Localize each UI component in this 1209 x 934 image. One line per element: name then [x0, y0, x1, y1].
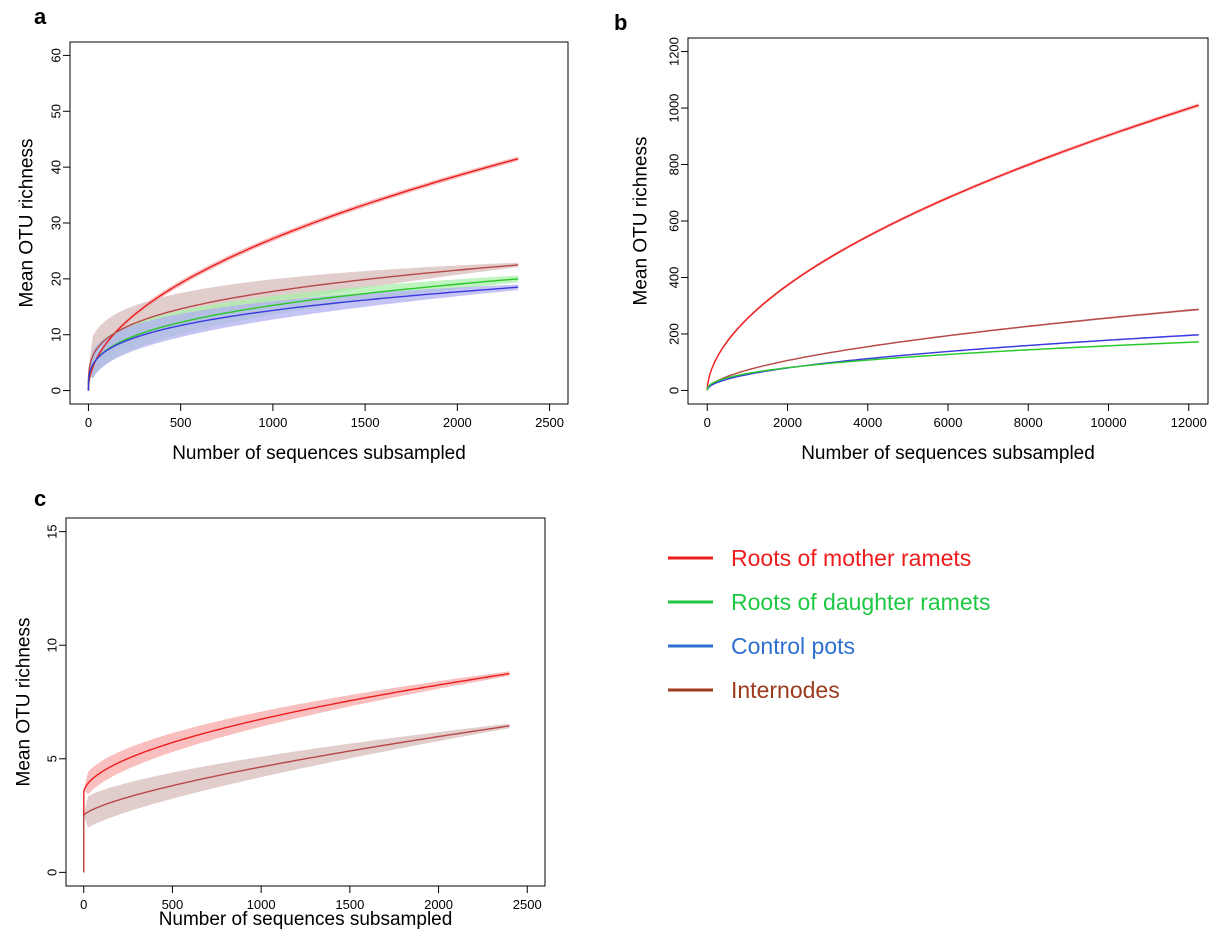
legend: Roots of mother ramets Roots of daughter… [668, 545, 991, 703]
confidence-band-internodes [707, 308, 1199, 391]
series-lines [82, 672, 510, 873]
confidence-band-roots-of-mother-ramets [707, 103, 1199, 391]
x-tick-label-2000: 2000 [773, 415, 802, 430]
series-line-roots-of-daughter-ramets [706, 341, 1199, 391]
x-tick-label-12000: 12000 [1171, 415, 1207, 430]
y-tick-label-30: 30 [49, 216, 64, 230]
series-line-roots-of-mother-ramets [706, 104, 1200, 391]
y-tick-label-10: 10 [45, 638, 60, 652]
series-lines [87, 158, 519, 391]
y-tick-label-60: 60 [49, 48, 64, 62]
plot-frame [687, 37, 1209, 405]
y-axis: 0 200 400 600 800 1000 1200 Mean OTU richness [631, 37, 689, 394]
y-tick-label-1000: 1000 [667, 94, 682, 123]
x-axis-title: Number of sequences subsampled [801, 443, 1095, 464]
plot-frame [65, 517, 546, 887]
series-line-roots-of-mother-ramets [87, 158, 519, 391]
x-tick-label-2500: 2500 [513, 897, 542, 912]
confidence-band-roots-of-daughter-ramets [707, 341, 1199, 391]
x-tick-label-2000: 2000 [424, 897, 453, 912]
confidence-band-internodes [88, 262, 519, 391]
confidence-band-control-pots [88, 284, 519, 391]
confidence-band-internodes [83, 723, 510, 873]
y-tick-label-15: 15 [45, 524, 60, 538]
y-axis-title: Mean OTU richness [631, 137, 652, 306]
x-axis: 0 500 1000 1500 2000 2500 Number of sequences … [80, 885, 542, 930]
y-tick-label-20: 20 [49, 272, 64, 286]
x-tick-label-1500: 1500 [335, 897, 364, 912]
x-axis: 0 500 1000 1500 2000 2500 Number of sequences … [85, 403, 564, 464]
bands [83, 671, 510, 873]
x-tick-label-0: 0 [85, 415, 92, 430]
legend-label-roots-daughter: Roots of daughter ramets [731, 589, 991, 615]
y-axis-title: Mean OTU richness [17, 139, 38, 308]
x-axis: 0 2000 4000 6000 8000 10000 12000 Number of seq… [704, 403, 1207, 464]
legend-label-internodes: Internodes [731, 677, 840, 703]
y-tick-label-800: 800 [667, 154, 682, 176]
x-tick-label-1000: 1000 [247, 897, 276, 912]
series-line-internodes [87, 264, 519, 391]
y-tick-label-10: 10 [49, 327, 64, 341]
legend-item-roots-daughter: Roots of daughter ramets [668, 589, 991, 615]
x-tick-label-0: 0 [80, 897, 87, 912]
x-tick-label-2000: 2000 [443, 415, 472, 430]
panel-letter-b: b [614, 10, 627, 35]
y-tick-label-200: 200 [667, 323, 682, 345]
x-axis-title: Number of sequences subsampled [172, 443, 466, 464]
y-axis-title: Mean OTU richness [14, 618, 35, 787]
series-line-internodes [706, 308, 1199, 391]
y-axis: 0 10 20 30 40 50 60 Mean OTU richness [17, 48, 71, 394]
x-tick-label-500: 500 [162, 897, 184, 912]
x-tick-label-1000: 1000 [258, 415, 287, 430]
y-axis: 0 5 10 15 Mean OTU richness [14, 524, 67, 876]
y-tick-label-400: 400 [667, 267, 682, 289]
x-axis-title: Number of sequences subsampled [159, 909, 453, 930]
panel-letter-a: a [34, 4, 47, 29]
y-tick-label-50: 50 [49, 104, 64, 118]
bands [88, 156, 519, 391]
bands [707, 103, 1199, 391]
legend-item-roots-mother: Roots of mother ramets [668, 545, 971, 571]
x-tick-label-1500: 1500 [351, 415, 380, 430]
x-tick-label-6000: 6000 [934, 415, 963, 430]
series-line-control-pots [706, 334, 1199, 391]
y-tick-label-1200: 1200 [667, 37, 682, 66]
x-tick-label-500: 500 [170, 415, 192, 430]
y-tick-label-600: 600 [667, 210, 682, 232]
legend-item-control-pots: Control pots [668, 633, 855, 659]
legend-label-control-pots: Control pots [731, 633, 855, 659]
y-tick-label-0: 0 [49, 387, 64, 394]
y-tick-label-5: 5 [45, 755, 60, 762]
series-lines [706, 104, 1200, 391]
legend-label-roots-mother: Roots of mother ramets [731, 545, 971, 571]
confidence-band-roots-of-mother-ramets [83, 671, 510, 873]
legend-item-internodes: Internodes [668, 677, 840, 703]
y-tick-label-0: 0 [667, 387, 682, 394]
x-tick-label-10000: 10000 [1090, 415, 1126, 430]
y-tick-label-0: 0 [45, 869, 60, 876]
x-tick-label-8000: 8000 [1014, 415, 1043, 430]
panel-letter-c: c [34, 486, 46, 511]
series-line-roots-of-mother-ramets [82, 672, 510, 873]
x-tick-label-4000: 4000 [853, 415, 882, 430]
y-tick-label-40: 40 [49, 160, 64, 174]
series-line-internodes [82, 725, 510, 873]
x-tick-label-0: 0 [704, 415, 711, 430]
chart-panel-c: 0 500 1000 1500 2000 2500 Number of sequences … [14, 517, 546, 930]
x-tick-label-2500: 2500 [535, 415, 564, 430]
series-line-control-pots [87, 286, 519, 391]
